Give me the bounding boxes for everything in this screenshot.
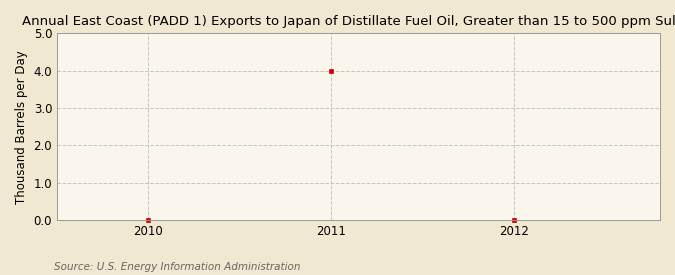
Title: Annual East Coast (PADD 1) Exports to Japan of Distillate Fuel Oil, Greater than: Annual East Coast (PADD 1) Exports to Ja… [22, 15, 675, 28]
Y-axis label: Thousand Barrels per Day: Thousand Barrels per Day [15, 50, 28, 204]
Text: Source: U.S. Energy Information Administration: Source: U.S. Energy Information Administ… [54, 262, 300, 272]
